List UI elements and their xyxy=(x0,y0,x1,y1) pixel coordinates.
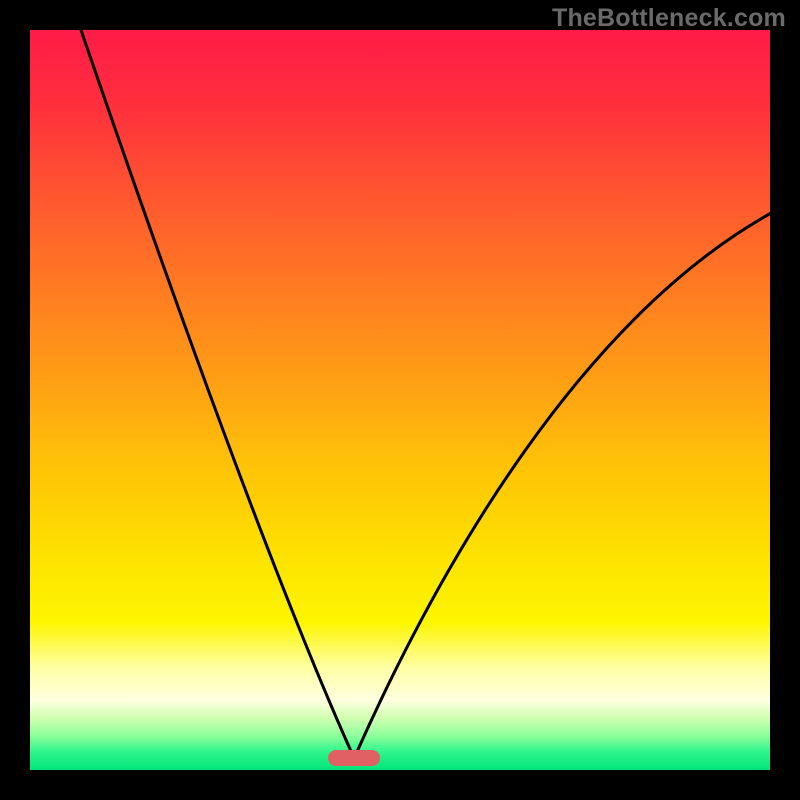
watermark-text: TheBottleneck.com xyxy=(552,4,786,33)
plot-area xyxy=(30,30,770,770)
plot-svg xyxy=(30,30,770,770)
trough-marker xyxy=(328,750,380,766)
figure-root: TheBottleneck.com xyxy=(0,0,800,800)
